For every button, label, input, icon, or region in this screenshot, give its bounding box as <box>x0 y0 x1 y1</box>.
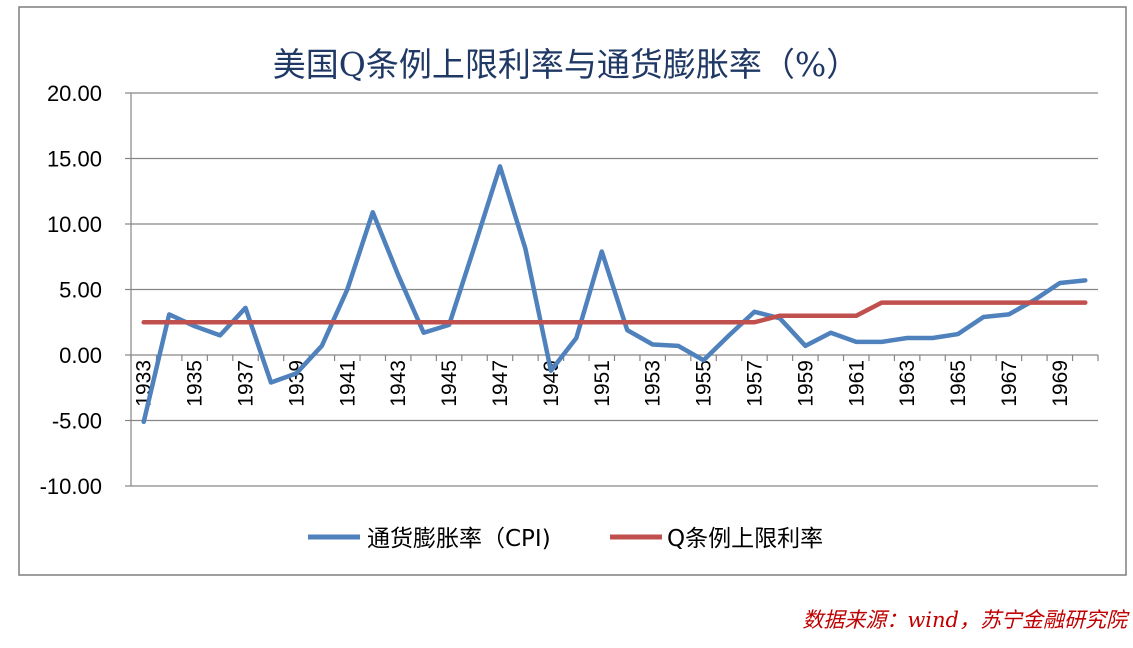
chart-title: 美国Q条例上限利率与通货膨胀率（%） <box>273 45 859 84</box>
x-axis-tick-labels: 1933 1935 1937 1939 1941 1943 1945 1947 1949 1951… <box>133 360 1072 407</box>
legend-label: 通货膨胀率（CPI) <box>367 526 551 552</box>
y-axis-tick-labels: 20.00 15.00 10.00 5.00 0.00 -5.00 -10.00 <box>40 81 102 499</box>
x-tick-label: 1961 <box>845 360 868 407</box>
source-note: 数据来源：wind，苏宁金融研究院 <box>802 608 1127 632</box>
y-tick-label: 15.00 <box>47 147 102 172</box>
legend: 通货膨胀率（CPI) Q条例上限利率 <box>308 526 823 552</box>
y-tick-label: -10.00 <box>40 474 102 499</box>
series-lines <box>141 164 1088 425</box>
x-tick-label: 1947 <box>489 360 512 407</box>
x-tick-label: 1945 <box>438 360 461 407</box>
y-tick-label: -5.00 <box>52 409 102 434</box>
y-tick-label: 5.00 <box>59 278 102 303</box>
y-tick-label: 0.00 <box>59 343 102 368</box>
x-tick-label: 1967 <box>998 360 1021 407</box>
x-tick-label: 1965 <box>947 360 970 407</box>
x-tick-label: 1951 <box>591 360 614 407</box>
x-tick-label: 1959 <box>794 360 817 407</box>
legend-label: Q条例上限利率 <box>667 526 823 552</box>
y-tick-label: 10.00 <box>47 212 102 237</box>
x-tick-label: 1963 <box>896 360 919 407</box>
x-tick-label: 1939 <box>285 360 308 407</box>
x-tick-label: 1949 <box>540 360 563 407</box>
x-tick-label: 1935 <box>184 360 207 407</box>
series-line-2 <box>141 300 1088 325</box>
series-line-1 <box>141 164 1088 425</box>
x-tick-label: 1943 <box>387 360 410 407</box>
x-tick-label: 1969 <box>1049 360 1072 407</box>
x-tick-label: 1937 <box>235 360 258 407</box>
x-tick-label: 1955 <box>693 360 716 407</box>
y-tick-label: 20.00 <box>47 81 102 106</box>
x-tick-label: 1957 <box>743 360 766 407</box>
chart-border <box>18 6 1127 576</box>
x-tick-label: 1941 <box>336 360 359 407</box>
x-tick-label: 1953 <box>642 360 665 407</box>
